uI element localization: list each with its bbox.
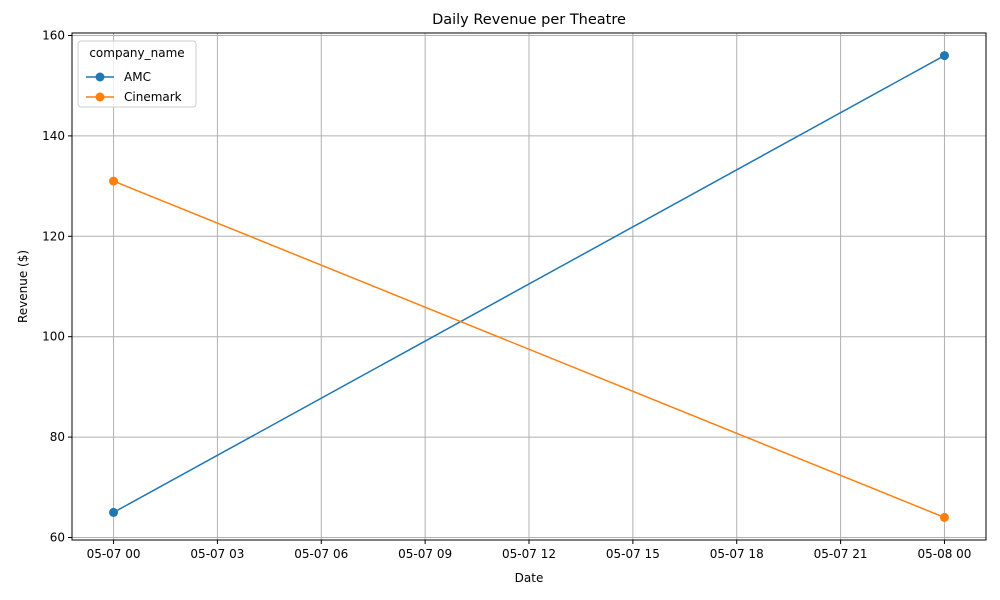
legend-label-cinemark: Cinemark	[124, 90, 182, 104]
data-point-amc	[939, 51, 949, 61]
y-tick-label: 100	[42, 330, 65, 344]
x-tick-label: 05-08 00	[917, 547, 971, 561]
series-line-amc	[113, 54, 945, 514]
y-tick-label: 140	[42, 129, 65, 143]
x-tick-label: 05-07 12	[502, 547, 556, 561]
data-point-cinemark	[939, 512, 949, 522]
series-line-cinemark	[113, 180, 945, 519]
x-tick-label: 05-07 09	[398, 547, 452, 561]
legend-marker-amc	[95, 72, 105, 82]
legend-title: company_name	[89, 46, 184, 60]
legend-marker-cinemark	[95, 92, 105, 102]
y-tick-label: 120	[42, 229, 65, 243]
x-tick-label: 05-07 03	[190, 547, 244, 561]
x-tick-label: 05-07 00	[87, 547, 141, 561]
x-tick-label: 05-07 15	[606, 547, 660, 561]
y-tick-label: 160	[42, 29, 65, 43]
series-lines	[109, 51, 949, 522]
chart-title: Daily Revenue per Theatre	[432, 12, 626, 28]
legend-label-amc: AMC	[124, 70, 151, 84]
data-point-amc	[109, 507, 119, 517]
y-axis-ticks: 60 80 100 120 140 160	[42, 29, 72, 544]
x-tick-label: 05-07 18	[710, 547, 764, 561]
x-tick-label: 05-07 21	[814, 547, 868, 561]
x-tick-label: 05-07 06	[294, 547, 348, 561]
grid-lines	[72, 33, 986, 540]
data-point-cinemark	[109, 176, 119, 186]
legend: company_name AMC Cinemark	[77, 40, 197, 108]
legend-box	[77, 40, 197, 108]
x-axis-ticks: 05-07 00 05-07 03 05-07 06 05-07 09 05-07 12…	[87, 540, 971, 561]
y-axis-label: Revenue ($)	[16, 250, 30, 323]
y-tick-label: 60	[50, 530, 65, 544]
x-axis-label: Date	[515, 571, 544, 585]
y-tick-label: 80	[50, 430, 65, 444]
